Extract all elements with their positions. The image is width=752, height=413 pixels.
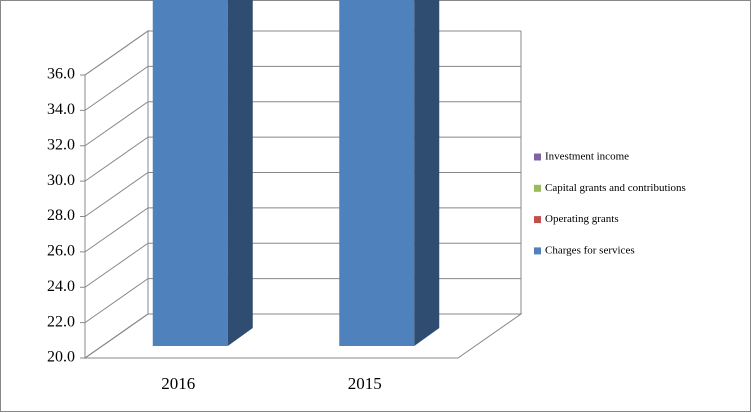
bar-segment	[339, 0, 415, 346]
bar-side	[227, 0, 253, 346]
y-tick-label: 30.0	[47, 172, 75, 189]
y-tick-label: 36.0	[47, 66, 75, 83]
y-tick-label: 28.0	[47, 207, 75, 224]
x-tick-label: 2015	[348, 374, 382, 393]
x-tick-label: 2016	[161, 374, 195, 393]
y-tick-label: 34.0	[47, 101, 75, 118]
y-tick-label: 24.0	[47, 278, 75, 295]
y-tick-label: 26.0	[47, 243, 75, 260]
y-tick-label: 22.0	[47, 313, 75, 330]
legend-label: Capital grants and contributions	[545, 182, 686, 194]
bar-segment	[152, 0, 228, 347]
legend-label: Charges for services	[545, 244, 635, 256]
y-tick-label: 20.0	[47, 349, 75, 366]
legend-swatch	[534, 184, 541, 192]
y-tick-label: 32.0	[47, 136, 75, 153]
legend-label: Investment income	[545, 151, 629, 163]
legend-swatch	[534, 153, 541, 161]
legend-swatch	[534, 216, 541, 224]
legend-label: Operating grants	[545, 213, 619, 225]
bar-side	[414, 0, 440, 346]
legend-swatch	[534, 247, 541, 255]
